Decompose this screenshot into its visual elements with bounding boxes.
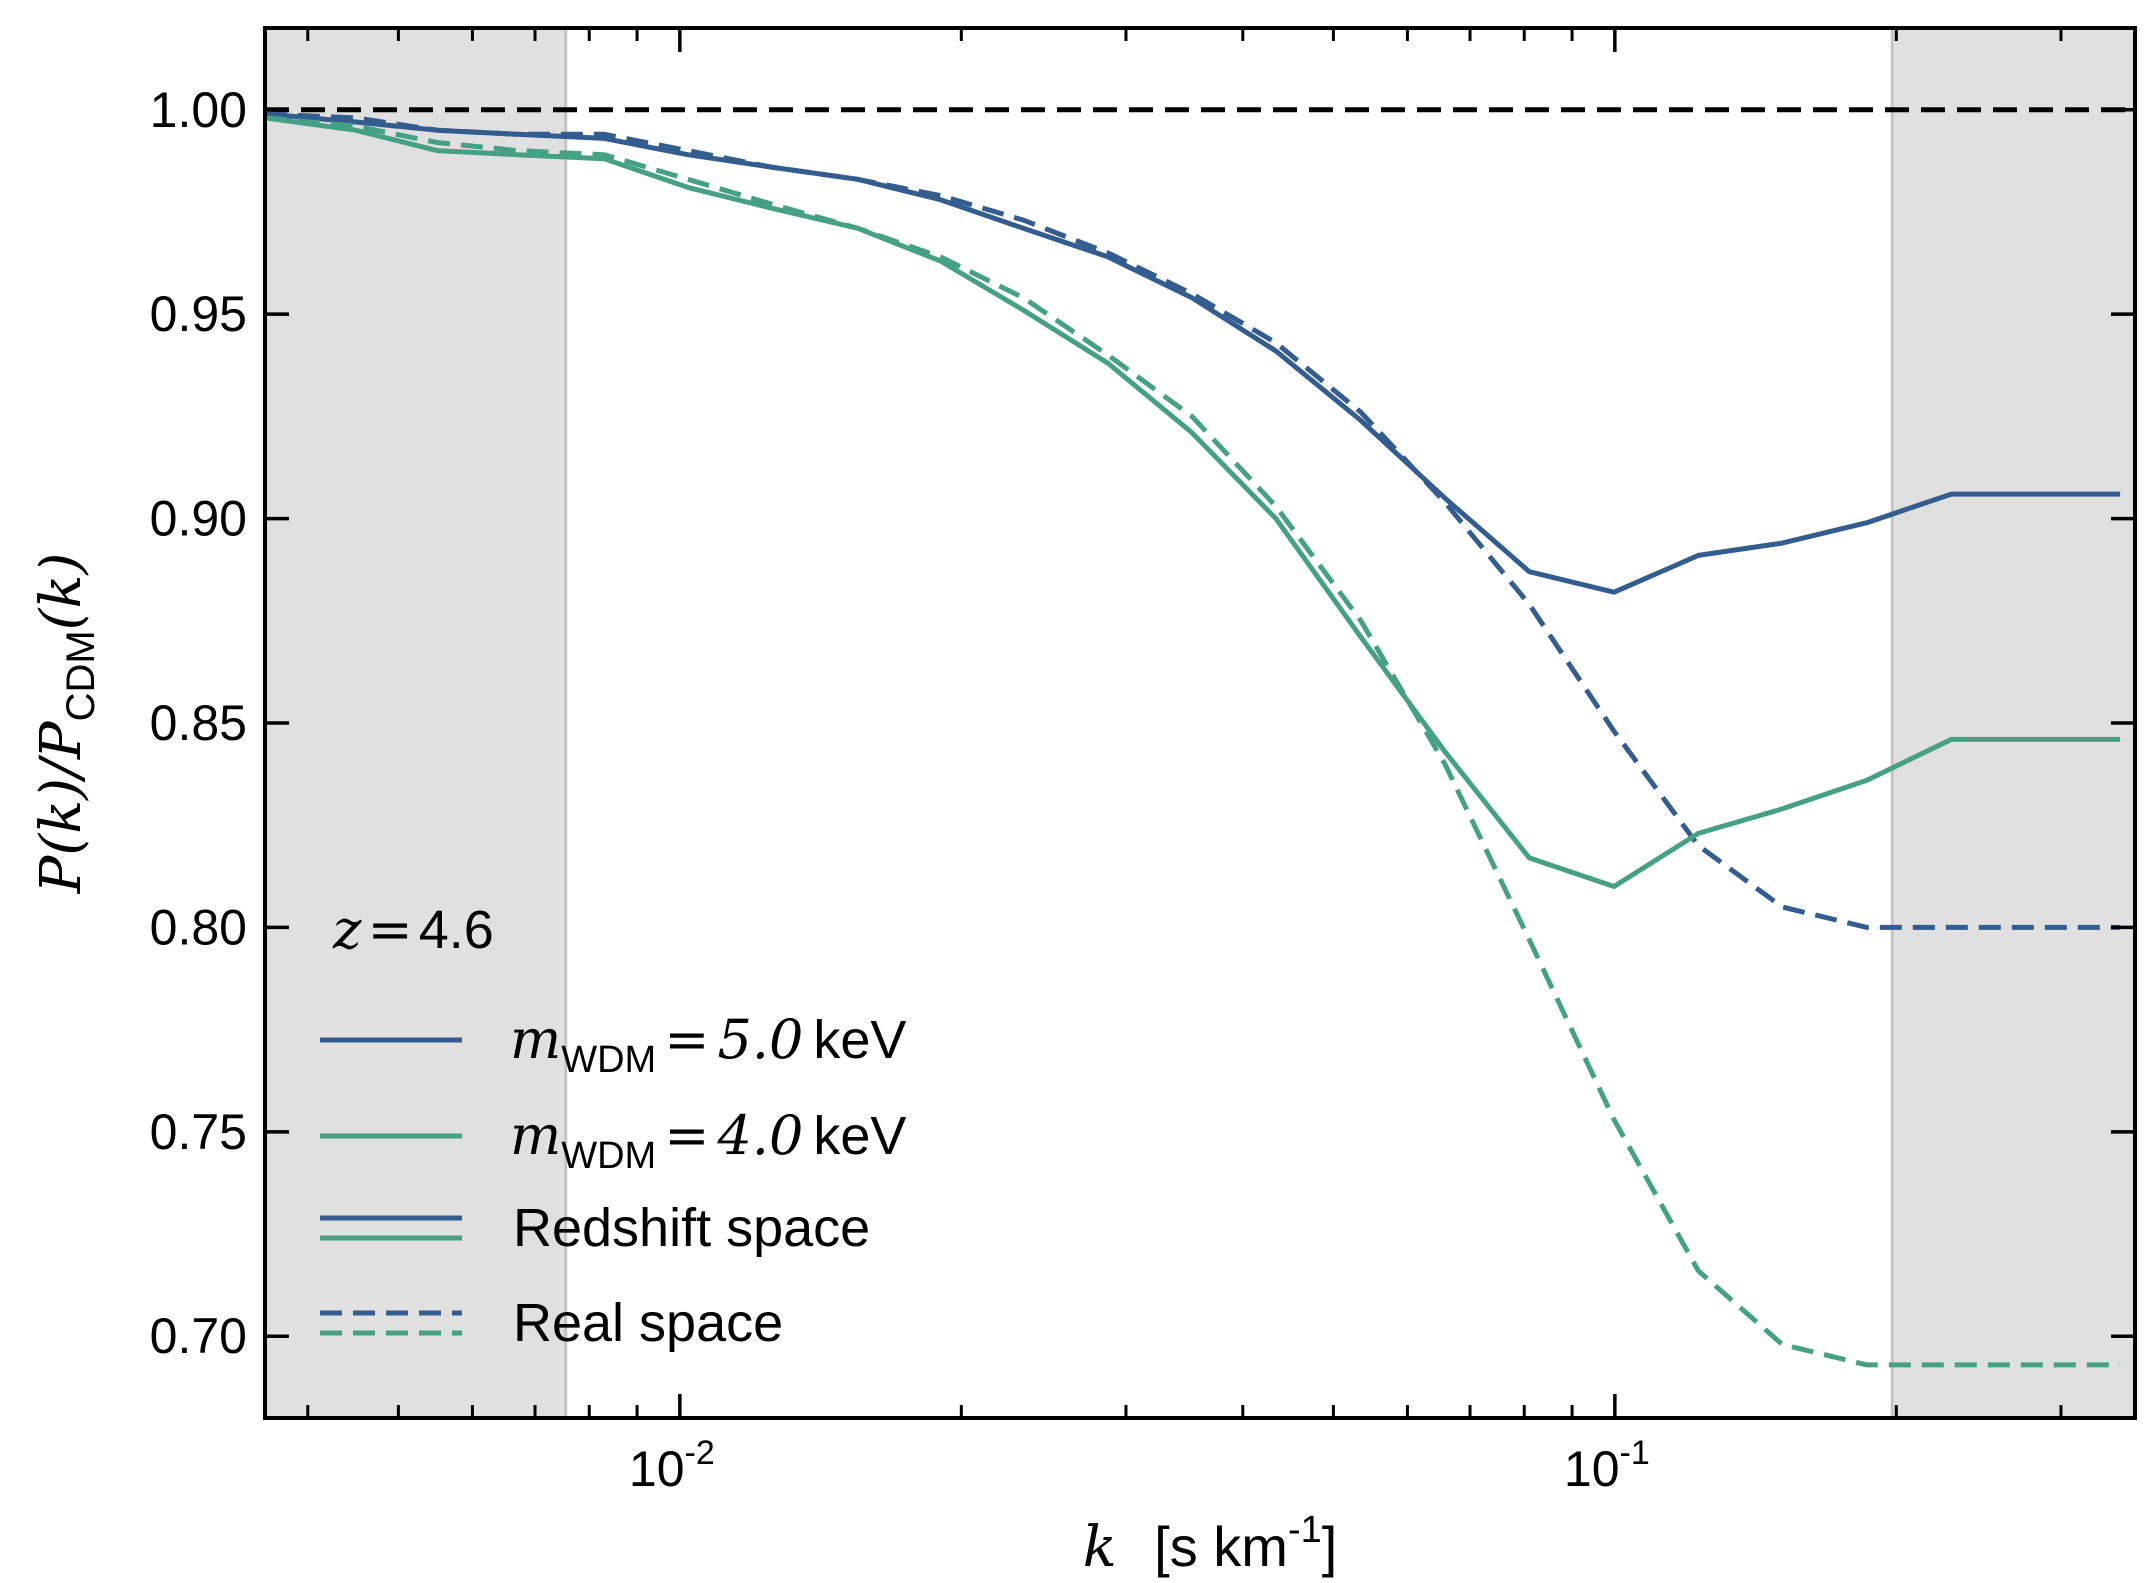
legend-unit: keV — [813, 1010, 906, 1070]
redshift-label: z = 4.6 — [332, 898, 494, 961]
y-axis-label: P(k)/PCDM(k) — [29, 553, 103, 895]
redshift-eq: = — [367, 898, 412, 961]
y-tick-label: 0.80 — [150, 899, 247, 955]
data-series — [265, 107, 2135, 1368]
x-tick-label-base: 10 — [1564, 1441, 1620, 1497]
y-axis-label-p2: P — [29, 720, 94, 760]
x-tick-label-exp: -2 — [685, 1434, 715, 1472]
y-axis-label-p1: P — [29, 854, 94, 894]
legend-label-2: mWDM = 4.0 keV — [510, 1104, 906, 1177]
series-line-1 — [265, 111, 2121, 595]
y-tick-label: 0.75 — [150, 1104, 247, 1160]
shaded-region-1 — [265, 28, 566, 1418]
legend-label-4: Real space — [513, 1293, 783, 1353]
redshift-var: z — [332, 898, 362, 961]
series-line-3 — [265, 115, 2121, 889]
legend-unit: keV — [813, 1106, 906, 1166]
legend-label-1: mWDM = 5.0 keV — [510, 1008, 906, 1081]
legend-eq: = — [664, 1104, 709, 1167]
redshift-value: 4.6 — [419, 900, 494, 960]
legend-label-3: Redshift space — [513, 1198, 870, 1258]
x-tick-label-exp: -1 — [1620, 1434, 1650, 1472]
y-tick-label: 0.95 — [150, 286, 247, 342]
y-tick-label: 0.70 — [150, 1308, 247, 1364]
y-tick-label: 0.85 — [150, 695, 247, 751]
x-axis-label-exp: -1 — [1288, 1509, 1322, 1551]
shaded-region-2 — [1892, 28, 2135, 1418]
legend-var: m — [510, 1104, 561, 1167]
legend-sub: WDM — [561, 1039, 656, 1081]
y-tick-label: 0.90 — [150, 491, 247, 547]
legend-num: 4.0 — [716, 1104, 803, 1167]
legend-eq: = — [664, 1008, 709, 1071]
plot-frame — [263, 26, 2137, 1420]
legend-var: m — [510, 1008, 561, 1071]
y-axis-label-k2: (k) — [29, 553, 94, 631]
x-tick-label-base: 10 — [629, 1441, 685, 1497]
x-axis-label-var: k — [1083, 1515, 1117, 1580]
redshift-annotation: z = 4.6 — [332, 898, 494, 961]
series-line-2 — [265, 111, 2121, 930]
series-line-4 — [265, 115, 2121, 1368]
x-axis-label-close: ] — [1322, 1515, 1338, 1578]
x-axis-label-units: [s km — [1139, 1515, 1288, 1578]
y-axis-label-k1: (k) — [29, 778, 94, 856]
legend-sub: WDM — [561, 1135, 656, 1177]
shaded-regions — [265, 28, 2135, 1418]
y-tick-label: 1.00 — [150, 82, 247, 138]
y-axis-label-sub: CDM — [59, 630, 103, 721]
x-tick-label: 10-2 — [629, 1434, 715, 1497]
x-tick-label: 10-1 — [1564, 1434, 1650, 1497]
x-axis-label: k [s km-1] — [1083, 1509, 1338, 1580]
legend-num: 5.0 — [717, 1008, 803, 1071]
